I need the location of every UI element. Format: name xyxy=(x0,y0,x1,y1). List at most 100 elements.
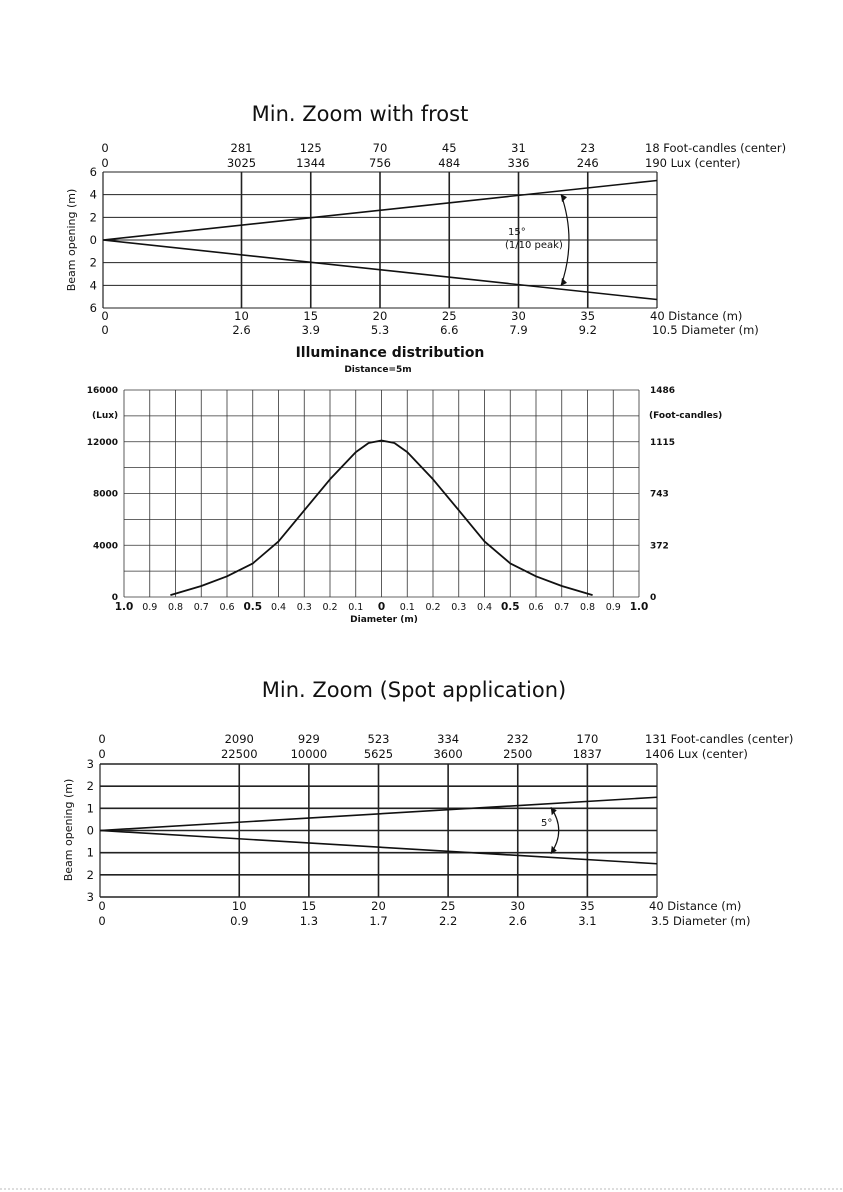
diameter-value: 2.2 xyxy=(439,914,457,928)
angle-label: 5° xyxy=(541,818,552,829)
lux-tick-label: 0 xyxy=(112,593,118,603)
y-tick-label: 2 xyxy=(90,256,97,270)
diameter-value: 1.3 xyxy=(300,914,318,928)
distance-value: 0 xyxy=(98,899,105,913)
angle-arrow-bottom xyxy=(560,277,567,286)
x-tick-label: 0.9 xyxy=(142,602,157,613)
chart-title: Illuminance distribution xyxy=(296,345,485,361)
diameter-end-label: 3.5 Diameter (m) xyxy=(651,914,750,928)
y-tick-label: 6 xyxy=(90,301,97,315)
distance-value: 20 xyxy=(373,309,388,323)
footcandle-value: 170 xyxy=(576,732,598,746)
diameter-value: 7.9 xyxy=(509,323,527,337)
footcandle-tick-label: 0 xyxy=(650,593,656,603)
grid xyxy=(123,389,640,598)
footcandle-tick-label: 743 xyxy=(650,490,669,500)
x-tick-label: 0.6 xyxy=(528,602,543,613)
footcandle-value: 281 xyxy=(231,141,253,155)
footcandle-tick-label: 1486 xyxy=(650,386,675,396)
x-tick-label: 0.5 xyxy=(243,601,262,613)
y-axis-label: Beam opening (m) xyxy=(62,779,75,882)
tick-labels: 32101230000209022500100.992910000151.352… xyxy=(87,732,602,928)
distance-value: 20 xyxy=(371,899,386,913)
y-tick-label: 6 xyxy=(90,165,97,179)
y-tick-label: 3 xyxy=(87,757,94,771)
beam-upper-line xyxy=(102,179,658,241)
lux-end-label: 1406 Lux (center) xyxy=(645,747,748,761)
distance-end-label: 40 Distance (m) xyxy=(649,899,741,913)
beam-lines xyxy=(99,796,658,865)
x-tick-label: 0.3 xyxy=(451,602,466,613)
lux-tick-label: 16000 xyxy=(87,386,118,396)
y-tick-label: 0 xyxy=(90,233,97,247)
illuminance-line xyxy=(170,439,593,596)
lux-value: 1344 xyxy=(296,156,325,170)
angle-label: 15° xyxy=(508,227,526,238)
x-axis-label: Diameter (m) xyxy=(350,615,418,625)
lux-end-label: 190 Lux (center) xyxy=(645,156,741,170)
diameter-value: 5.3 xyxy=(371,323,389,337)
lux-value: 3025 xyxy=(227,156,256,170)
distance-value: 10 xyxy=(232,899,247,913)
chart-title: Min. Zoom (Spot application) xyxy=(262,678,566,702)
y-tick-label: 4 xyxy=(90,188,97,202)
diameter-end-label: 10.5 Diameter (m) xyxy=(652,323,759,337)
distance-value: 15 xyxy=(302,899,317,913)
lux-value: 3600 xyxy=(433,747,462,761)
diameter-value: 6.6 xyxy=(440,323,458,337)
footcandle-value: 929 xyxy=(298,732,320,746)
x-tick-label: 0.7 xyxy=(194,602,209,613)
illuminance-chart: Illuminance distribution Distance=5m (Lu… xyxy=(87,345,723,625)
y-axis-label: Beam opening (m) xyxy=(65,189,78,292)
y-tick-label: 3 xyxy=(87,890,94,904)
y-tick-label: 1 xyxy=(87,801,94,815)
footcandle-value: 31 xyxy=(511,141,526,155)
beam-lower-line xyxy=(99,829,658,865)
footcandle-value: 334 xyxy=(437,732,459,746)
illuminance-curve xyxy=(170,439,593,596)
grid xyxy=(102,171,658,309)
footcandle-value: 0 xyxy=(101,141,108,155)
lux-value: 5625 xyxy=(364,747,393,761)
lux-value: 22500 xyxy=(221,747,258,761)
x-tick-label: 0.6 xyxy=(219,602,234,613)
footcandle-tick-label: 1115 xyxy=(650,438,675,448)
beam-lower-line xyxy=(102,239,658,301)
beam-chart-frost: Min. Zoom with frost Beam opening (m) 6 4… xyxy=(65,102,786,337)
grid xyxy=(99,763,658,898)
diameter-value: 2.6 xyxy=(232,323,250,337)
x-tick-label: 0.5 xyxy=(501,601,520,613)
x-tick-label: 0.1 xyxy=(348,602,363,613)
diameter-value: 3.9 xyxy=(302,323,320,337)
x-tick-label: 0.4 xyxy=(477,602,492,613)
lux-value: 484 xyxy=(438,156,460,170)
y-tick-label: 0 xyxy=(87,824,94,838)
footcandle-value: 45 xyxy=(442,141,457,155)
tick-labels: 642024600002813025102.61251344153.970756… xyxy=(90,141,599,337)
lux-value: 336 xyxy=(508,156,530,170)
lux-value: 0 xyxy=(101,156,108,170)
footcandle-tick-label: 372 xyxy=(650,541,669,551)
y-tick-label: 2 xyxy=(87,779,94,793)
x-tick-label: 0 xyxy=(378,601,385,613)
x-tick-label: 0.7 xyxy=(554,602,569,613)
x-tick-label: 0.8 xyxy=(168,602,183,613)
diameter-value: 9.2 xyxy=(579,323,597,337)
distance-value: 10 xyxy=(234,309,249,323)
footcandles-end-label: 18 Foot-candles (center) xyxy=(645,141,786,155)
chart-title: Min. Zoom with frost xyxy=(252,102,469,126)
chart-subtitle: Distance=5m xyxy=(344,365,411,375)
lux-tick-label: 4000 xyxy=(93,541,118,551)
diameter-value: 3.1 xyxy=(578,914,596,928)
y-tick-label: 2 xyxy=(90,210,97,224)
distance-value: 25 xyxy=(442,309,457,323)
distance-value: 30 xyxy=(510,899,525,913)
angle-arrow-bottom xyxy=(550,845,557,854)
y-tick-label: 2 xyxy=(87,868,94,882)
distance-value: 0 xyxy=(101,309,108,323)
footcandle-value: 523 xyxy=(368,732,390,746)
diameter-value: 0 xyxy=(98,914,105,928)
diameter-value: 0 xyxy=(101,323,108,337)
lux-value: 10000 xyxy=(291,747,328,761)
